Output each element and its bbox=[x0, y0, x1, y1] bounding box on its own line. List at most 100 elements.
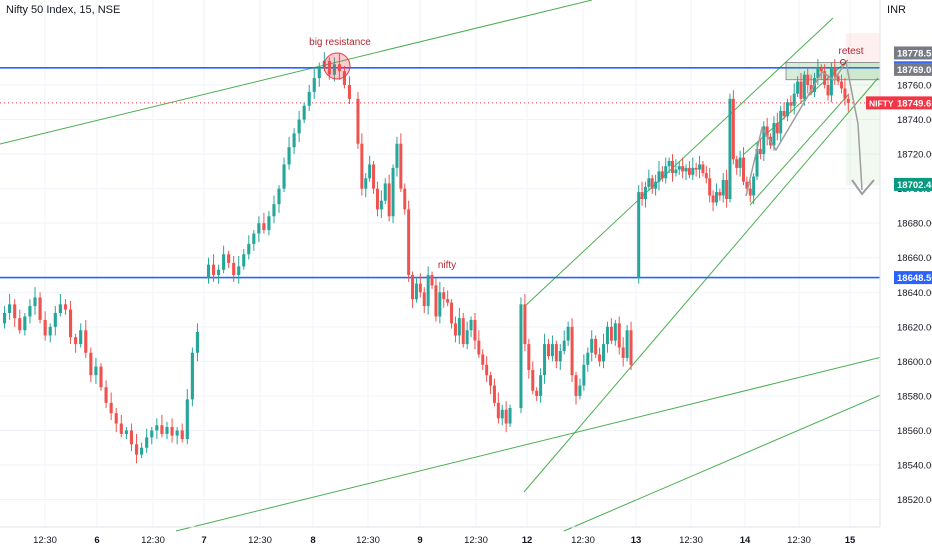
candle-57 bbox=[297, 119, 301, 134]
candle-124 bbox=[582, 364, 586, 386]
x-tick-label: 14 bbox=[740, 535, 751, 546]
candle-39 bbox=[206, 264, 211, 279]
candle-151 bbox=[684, 167, 688, 172]
candle-119 bbox=[562, 340, 566, 351]
candle-121 bbox=[570, 326, 574, 376]
candle-103 bbox=[492, 385, 496, 403]
candle-99 bbox=[477, 340, 481, 355]
chart-title: Nifty 50 Index, 15, NSE bbox=[6, 4, 121, 16]
candle-64 bbox=[332, 64, 336, 75]
candle-179 bbox=[779, 110, 783, 134]
candle-146 bbox=[667, 161, 671, 167]
y-tick-label: 18660.00 bbox=[897, 253, 932, 264]
candle-87 bbox=[430, 275, 434, 286]
x-tick-label: 12:30 bbox=[679, 535, 703, 546]
candle-128 bbox=[598, 354, 602, 362]
x-tick-label: 7 bbox=[201, 535, 206, 546]
candle-147 bbox=[671, 161, 674, 174]
projection-arrowhead bbox=[851, 179, 875, 196]
y-tick-label: 18680.00 bbox=[897, 219, 932, 230]
candle-193 bbox=[826, 85, 830, 96]
candle-1 bbox=[8, 304, 12, 313]
candle-86 bbox=[426, 275, 430, 307]
candle-49 bbox=[257, 223, 261, 234]
candle-44 bbox=[232, 262, 236, 275]
candle-107 bbox=[508, 408, 512, 424]
candle-118 bbox=[558, 351, 562, 362]
candle-180 bbox=[782, 110, 786, 117]
candle-171 bbox=[752, 176, 756, 196]
candle-178 bbox=[775, 123, 779, 134]
candle-105 bbox=[500, 409, 504, 419]
candle-165 bbox=[731, 98, 735, 160]
candle-133 bbox=[617, 323, 621, 348]
price-label: 18749.65 bbox=[897, 98, 932, 109]
candle-4 bbox=[23, 316, 27, 331]
symbol-tag-box bbox=[866, 96, 894, 110]
candle-169 bbox=[745, 181, 749, 189]
trend-line bbox=[563, 390, 891, 532]
candle-83 bbox=[414, 283, 418, 300]
candle-137 bbox=[637, 192, 641, 279]
candle-28 bbox=[145, 437, 149, 448]
candle-5 bbox=[28, 306, 32, 317]
candle-93 bbox=[453, 323, 457, 336]
candle-66 bbox=[342, 71, 347, 85]
candle-191 bbox=[819, 67, 823, 72]
candle-8 bbox=[43, 319, 47, 336]
annotation-big-resistance: big resistance bbox=[309, 37, 371, 48]
candle-15 bbox=[79, 330, 83, 345]
candle-53 bbox=[277, 188, 281, 205]
candle-172 bbox=[755, 148, 759, 177]
price-label: 18702.45 bbox=[897, 180, 932, 191]
candle-67 bbox=[347, 85, 352, 99]
candle-30 bbox=[155, 425, 159, 431]
candle-77 bbox=[391, 167, 395, 217]
candle-54 bbox=[282, 164, 286, 189]
candle-123 bbox=[578, 385, 582, 396]
candle-122 bbox=[574, 375, 578, 396]
candle-173 bbox=[758, 148, 762, 155]
candle-101 bbox=[485, 364, 489, 376]
candle-182 bbox=[789, 102, 793, 106]
candle-29 bbox=[150, 430, 154, 438]
candle-33 bbox=[170, 427, 174, 436]
candle-6 bbox=[33, 297, 37, 307]
candle-195 bbox=[833, 67, 837, 77]
candle-190 bbox=[816, 67, 820, 79]
trend-line bbox=[749, 94, 849, 206]
candle-80 bbox=[403, 188, 407, 210]
candle-48 bbox=[252, 233, 256, 244]
candle-79 bbox=[399, 143, 403, 189]
candle-108 bbox=[519, 304, 523, 408]
candle-167 bbox=[738, 157, 742, 168]
candle-152 bbox=[687, 167, 691, 175]
price-label-box bbox=[894, 62, 932, 76]
candle-88 bbox=[434, 285, 438, 317]
candle-148 bbox=[674, 169, 678, 174]
price-label-box bbox=[894, 271, 932, 285]
candle-120 bbox=[566, 326, 570, 341]
candle-115 bbox=[546, 344, 550, 357]
y-tick-label: 18580.00 bbox=[897, 391, 932, 402]
candle-192 bbox=[823, 71, 827, 85]
y-tick-label: 18620.00 bbox=[897, 322, 932, 333]
candle-145 bbox=[664, 166, 668, 179]
candle-70 bbox=[364, 178, 368, 189]
candle-166 bbox=[735, 159, 739, 168]
candle-76 bbox=[387, 183, 391, 217]
candle-36 bbox=[185, 399, 189, 440]
candle-175 bbox=[765, 126, 769, 137]
x-tick-label: 15 bbox=[845, 535, 856, 546]
retest-marker bbox=[840, 59, 846, 65]
candle-18 bbox=[94, 366, 98, 376]
candle-116 bbox=[550, 344, 554, 357]
candle-126 bbox=[590, 338, 594, 353]
candle-75 bbox=[383, 183, 387, 201]
candle-160 bbox=[714, 192, 718, 203]
currency-label: INR bbox=[887, 4, 906, 16]
candle-63 bbox=[327, 60, 331, 75]
candle-109 bbox=[523, 304, 527, 345]
